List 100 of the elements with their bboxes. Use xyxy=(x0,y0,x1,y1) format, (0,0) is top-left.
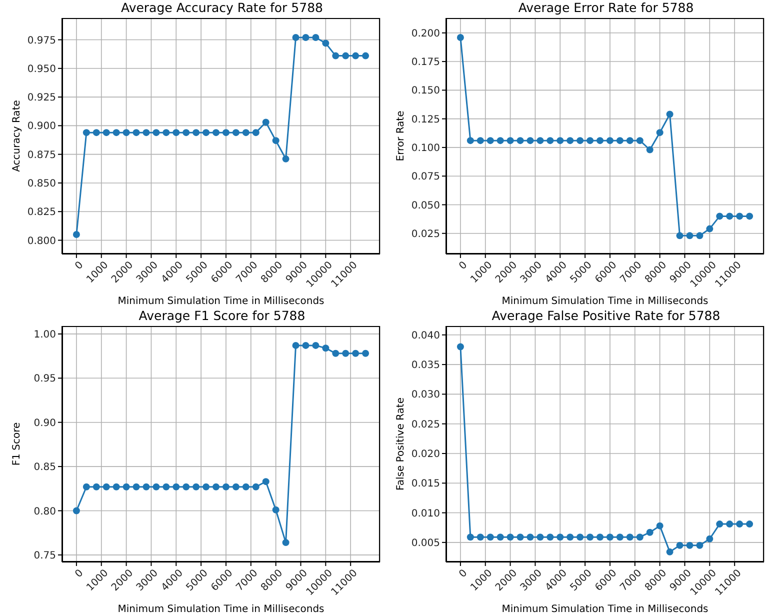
point xyxy=(112,129,120,136)
point xyxy=(686,232,694,240)
point xyxy=(332,350,340,357)
point xyxy=(152,483,160,490)
point xyxy=(636,534,644,541)
y-tick-label: 0.950 xyxy=(27,64,56,75)
point xyxy=(342,350,350,357)
point xyxy=(606,534,614,541)
point xyxy=(466,534,474,541)
point xyxy=(686,542,694,549)
point xyxy=(112,483,120,490)
y-tick-label: 0.015 xyxy=(411,478,440,490)
point xyxy=(72,231,80,238)
point xyxy=(706,225,714,232)
y-tick-label: 0.875 xyxy=(27,150,56,161)
y-tick-label: 0.800 xyxy=(27,236,56,247)
y-tick-label: 0.75 xyxy=(34,550,56,562)
point xyxy=(476,534,484,541)
point xyxy=(456,343,464,350)
point xyxy=(212,483,220,490)
y-tick-label: 0.030 xyxy=(411,390,440,401)
point xyxy=(272,137,280,144)
point xyxy=(292,342,300,349)
point xyxy=(676,542,684,549)
point xyxy=(726,212,734,220)
point xyxy=(202,483,210,490)
point xyxy=(172,129,180,136)
chart-title: Average F1 Score for 5788 xyxy=(138,308,306,323)
y-tick-label: 0.975 xyxy=(27,35,56,46)
point xyxy=(192,129,200,136)
point xyxy=(586,137,594,144)
point xyxy=(82,129,90,136)
point xyxy=(576,534,584,541)
point xyxy=(232,483,240,490)
point xyxy=(332,52,340,60)
y-tick-label: 0.200 xyxy=(411,28,440,40)
point xyxy=(536,534,544,541)
point xyxy=(626,137,634,144)
point xyxy=(736,520,744,528)
y-tick-label: 0.125 xyxy=(411,114,440,126)
point xyxy=(746,520,754,528)
point xyxy=(282,539,290,546)
point xyxy=(666,548,674,556)
point xyxy=(536,137,544,144)
point xyxy=(516,534,524,541)
point xyxy=(122,129,130,136)
y-tick-label: 0.80 xyxy=(34,506,56,518)
point xyxy=(302,342,310,349)
point xyxy=(282,155,290,162)
point xyxy=(526,137,534,144)
point xyxy=(82,483,90,490)
point xyxy=(362,350,370,357)
point xyxy=(232,129,240,136)
point xyxy=(486,137,494,144)
point xyxy=(716,212,724,220)
point xyxy=(486,534,494,541)
x-axis-title: Minimum Simulation Time in Milliseconds xyxy=(118,296,324,307)
point xyxy=(212,129,220,136)
point xyxy=(302,34,310,41)
point xyxy=(122,483,130,490)
y-tick-label: 0.825 xyxy=(27,207,56,218)
point xyxy=(242,129,250,136)
point xyxy=(102,483,110,490)
y-tick-label: 0.025 xyxy=(411,228,440,240)
point xyxy=(546,534,554,541)
point xyxy=(352,350,360,357)
point xyxy=(556,534,564,541)
point xyxy=(596,137,604,144)
point xyxy=(566,137,574,144)
y-tick-label: 0.025 xyxy=(411,419,440,430)
point xyxy=(272,506,280,514)
y-tick-label: 0.050 xyxy=(411,200,440,212)
point xyxy=(132,129,140,136)
point xyxy=(726,520,734,528)
point xyxy=(496,534,504,541)
point xyxy=(362,52,370,60)
point xyxy=(646,146,654,154)
x-tick-label: 0 xyxy=(73,260,86,272)
point xyxy=(566,534,574,541)
point xyxy=(352,52,360,60)
point xyxy=(736,212,744,220)
point xyxy=(182,483,190,490)
chart-title: Average Accuracy Rate for 5788 xyxy=(120,0,324,15)
y-tick-label: 0.005 xyxy=(411,538,440,549)
point xyxy=(616,534,624,541)
point xyxy=(696,232,704,240)
point xyxy=(202,129,210,136)
point xyxy=(636,137,644,144)
point xyxy=(252,483,260,490)
y-axis-title: F1 Score xyxy=(12,422,23,466)
point xyxy=(132,483,140,490)
y-tick-label: 0.150 xyxy=(411,86,440,97)
point xyxy=(252,129,260,136)
point xyxy=(92,129,100,136)
y-tick-label: 0.95 xyxy=(34,374,56,385)
point xyxy=(182,129,190,136)
y-tick-label: 0.850 xyxy=(27,178,56,190)
point xyxy=(666,110,674,118)
point xyxy=(152,129,160,136)
point xyxy=(242,483,250,490)
